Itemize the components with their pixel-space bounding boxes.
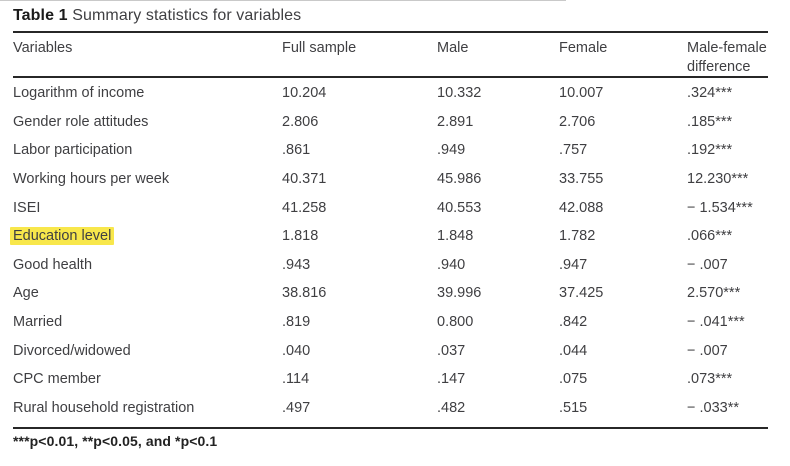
cell-variable: ISEI: [13, 199, 41, 216]
table-bottom-rule: [13, 427, 768, 429]
table-row: CPC member .114 .147 .075 .073***: [13, 365, 782, 394]
cell-female: 10.007: [559, 85, 604, 102]
table-row: Logarithm of income 10.204 10.332 10.007…: [13, 79, 782, 108]
significance-footnote: ***p<0.01, **p<0.05, and *p<0.1: [13, 433, 218, 449]
cell-difference: − .007: [687, 256, 728, 273]
table-top-rule: [13, 31, 768, 33]
cell-male: 0.800: [437, 314, 474, 331]
table-row: Good health .943 .940 .947 − .007: [13, 251, 782, 280]
cell-variable: Divorced/widowed: [13, 342, 131, 359]
cell-full-sample: 1.818: [282, 228, 319, 245]
column-header-variables: Variables: [13, 40, 73, 56]
cell-male: .482: [437, 399, 466, 416]
cell-full-sample: .497: [282, 399, 311, 416]
cell-variable: Labor participation: [13, 142, 133, 159]
cell-variable: Working hours per week: [13, 171, 170, 188]
table-header-rule: [13, 76, 768, 78]
table-caption-text: Summary statistics for variables: [72, 7, 302, 24]
cell-difference: 12.230***: [687, 171, 749, 188]
cell-full-sample: .040: [282, 342, 311, 359]
column-header-full-sample: Full sample: [282, 40, 357, 56]
table-row: Age 38.816 39.996 37.425 2.570***: [13, 279, 782, 308]
table-row: Married .819 0.800 .842 − .041***: [13, 308, 782, 337]
table-caption: Table 1 Summary statistics for variables: [13, 7, 301, 25]
cell-female: 42.088: [559, 199, 604, 216]
column-header-difference: Male-female difference: [687, 40, 767, 75]
cell-male: 10.332: [437, 85, 482, 102]
cell-male: 1.848: [437, 228, 474, 245]
cell-variable: CPC member: [13, 371, 101, 388]
cell-male: .949: [437, 142, 466, 159]
cell-male: .037: [437, 342, 466, 359]
table-row: ISEI 41.258 40.553 42.088 − 1.534***: [13, 193, 782, 222]
cell-difference: − .033**: [687, 399, 740, 416]
table-row: Rural household registration .497 .482 .…: [13, 394, 782, 423]
cell-female: .947: [559, 256, 588, 273]
cell-full-sample: 2.806: [282, 113, 319, 130]
cropped-top-line: [0, 0, 566, 1]
cell-variable: Married: [13, 314, 63, 331]
cell-full-sample: .861: [282, 142, 311, 159]
cell-full-sample: .114: [282, 371, 310, 388]
cell-female: .757: [559, 142, 588, 159]
table-header-row: Variables Full sample Male Female Male-f…: [13, 39, 782, 77]
cell-difference: − 1.534***: [687, 199, 753, 216]
cell-female: 33.755: [559, 171, 604, 188]
cell-female: .515: [559, 399, 588, 416]
cell-variable: Education level: [10, 227, 282, 246]
cell-full-sample: 40.371: [282, 171, 327, 188]
cell-variable: Logarithm of income: [13, 85, 145, 102]
cell-full-sample: 41.258: [282, 199, 327, 216]
cell-difference: − .041***: [687, 314, 745, 331]
cell-difference: .192***: [687, 142, 733, 159]
table-row: Divorced/widowed .040 .037 .044 − .007: [13, 336, 782, 365]
column-header-female: Female: [559, 40, 608, 56]
cell-full-sample: 10.204: [282, 85, 327, 102]
table-row: Gender role attitudes 2.806 2.891 2.706 …: [13, 108, 782, 137]
table-body: Logarithm of income 10.204 10.332 10.007…: [10, 79, 782, 423]
cell-male: 45.986: [437, 171, 482, 188]
cell-difference: .066***: [687, 228, 733, 245]
table-row: Working hours per week 40.371 45.986 33.…: [13, 165, 782, 194]
cell-difference: .324***: [687, 85, 733, 102]
cell-full-sample: .819: [282, 314, 311, 331]
cell-male: .147: [437, 371, 466, 388]
cell-difference: .073***: [687, 371, 733, 388]
cell-difference: .185***: [687, 113, 733, 130]
cell-male: 2.891: [437, 113, 474, 130]
cell-variable: Age: [13, 285, 39, 302]
table-caption-label: Table 1: [13, 7, 68, 24]
cell-full-sample: .943: [282, 256, 311, 273]
cell-female: .075: [559, 371, 588, 388]
cell-female: 37.425: [559, 285, 604, 302]
column-header-male: Male: [437, 40, 469, 56]
cell-female: 1.782: [559, 228, 596, 245]
table-row: Labor participation .861 .949 .757 .192*…: [13, 136, 782, 165]
cell-female: 2.706: [559, 113, 596, 130]
cell-male: 40.553: [437, 199, 482, 216]
cell-difference: − .007: [687, 342, 728, 359]
cell-difference: 2.570***: [687, 285, 741, 302]
cell-variable: Gender role attitudes: [13, 113, 149, 130]
cell-female: .044: [559, 342, 588, 359]
cell-variable: Rural household registration: [13, 399, 195, 416]
table-row: Education level 1.818 1.848 1.782 .066**…: [10, 222, 782, 251]
cell-variable: Good health: [13, 256, 93, 273]
cell-female: .842: [559, 314, 588, 331]
cell-male: .940: [437, 256, 466, 273]
cell-male: 39.996: [437, 285, 482, 302]
cell-full-sample: 38.816: [282, 285, 327, 302]
